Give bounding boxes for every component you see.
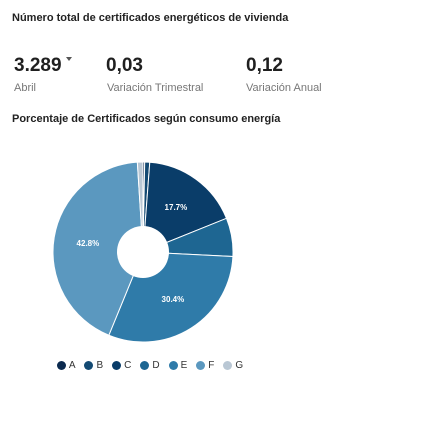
slice-label-f: 42.8%	[77, 239, 100, 248]
kpi-total-label: Abril	[14, 82, 37, 94]
kpi-quarterly-value: 0,03	[106, 55, 143, 76]
legend-item-d[interactable]: D	[140, 360, 160, 371]
legend-swatch-f	[196, 361, 206, 370]
legend-label-e: E	[180, 360, 188, 371]
legend-label-g: G	[235, 360, 244, 371]
legend-item-f[interactable]: F	[196, 360, 214, 371]
legend-label-a: A	[68, 360, 76, 371]
trend-down-icon	[65, 56, 72, 61]
legend-item-g[interactable]: G	[223, 360, 243, 371]
chart-legend: A B C D E F G	[40, 360, 260, 371]
kpi-total-number: 3.289	[14, 55, 62, 76]
donut-hole	[117, 226, 169, 278]
pie-slice-c[interactable]	[142, 161, 228, 253]
legend-item-a[interactable]: A	[56, 360, 76, 371]
legend-item-b[interactable]: B	[84, 360, 103, 371]
kpi-annual-label: Variación Anual	[246, 82, 322, 94]
pie-slice-f[interactable]	[52, 161, 144, 336]
legend-label-f: F	[208, 360, 215, 371]
kpi-annual-value: 0,12	[246, 55, 283, 76]
legend-label-c: C	[124, 360, 132, 371]
kpi-quarterly-label: Variación Trimestral	[107, 82, 204, 94]
legend-item-c[interactable]: C	[112, 360, 131, 371]
legend-label-b: B	[96, 360, 104, 371]
legend-swatch-c	[112, 361, 122, 370]
legend-item-e[interactable]: E	[168, 360, 188, 371]
kpi-section-title: Número total de certificados energéticos…	[12, 12, 289, 24]
legend-swatch-a	[56, 361, 66, 370]
legend-swatch-b	[84, 361, 94, 370]
legend-swatch-g	[223, 361, 233, 370]
legend-label-d: D	[152, 360, 160, 371]
slice-label-e: 30.4%	[162, 295, 185, 304]
kpi-total-value: 3.289	[14, 55, 72, 77]
legend-swatch-e	[168, 361, 178, 370]
legend-swatch-d	[140, 361, 150, 370]
slice-label-c: 17.7%	[165, 203, 188, 212]
chart-title: Porcentaje de Certificados según consumo…	[12, 113, 281, 125]
